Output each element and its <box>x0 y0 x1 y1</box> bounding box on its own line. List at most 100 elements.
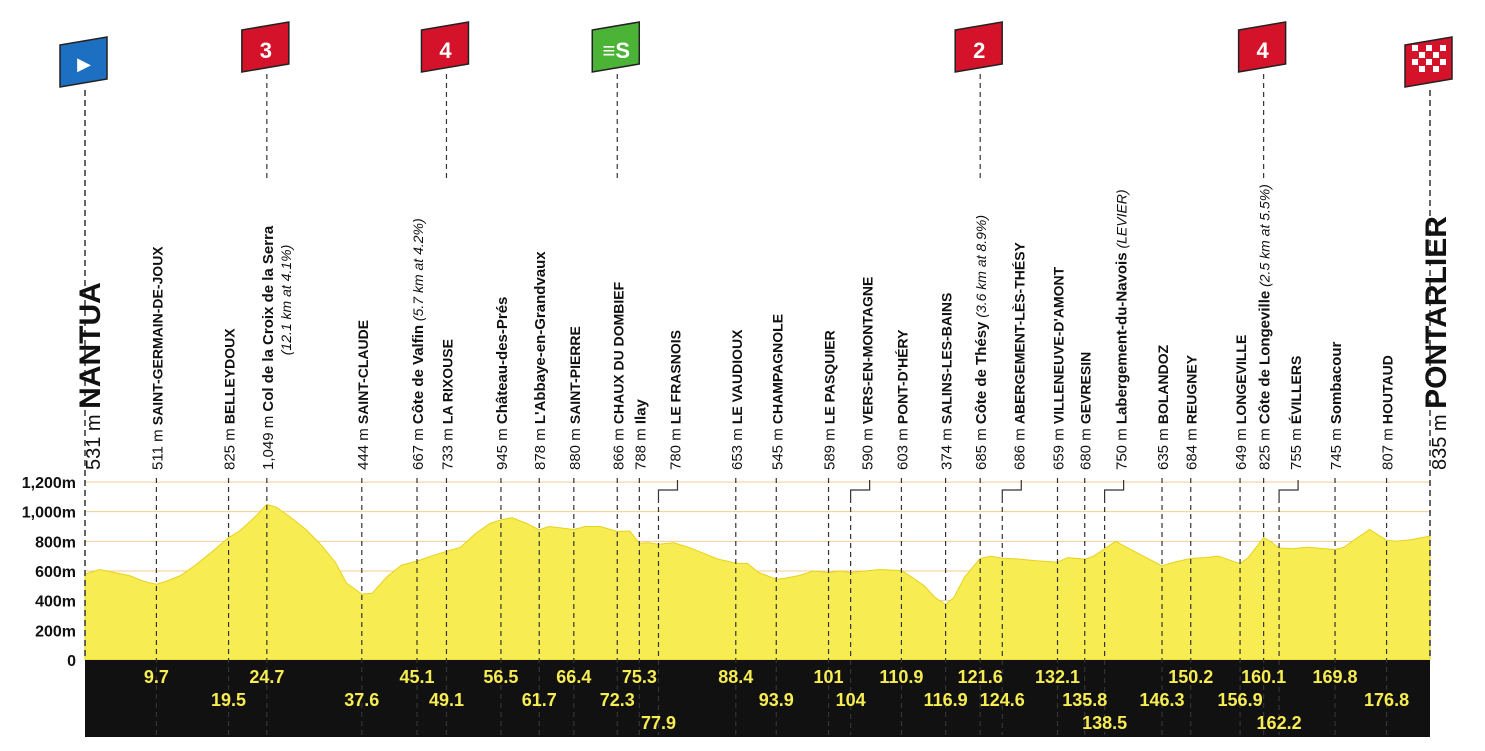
distance-label: 93.9 <box>759 690 794 710</box>
waypoint-name: LE FRASNOIS <box>667 330 683 424</box>
waypoint-elevation: 667 m <box>410 424 427 470</box>
waypoint-label: 825 m Côte de Longeville (2.5 km at 5.5%… <box>1257 184 1274 470</box>
waypoint-elevation: 686 m <box>1011 424 1028 470</box>
start-label: 531 m NANTUA <box>74 282 107 470</box>
checker-square <box>1440 59 1446 65</box>
waypoint-label: 1,049 m Col de la Croix de la Serra <box>260 225 277 470</box>
sprint-marker-shape <box>591 21 641 73</box>
distance-labels: 9.7 19.524.7 37.6 45.1 49.1 56.561.7 66.4 72.3 7… <box>144 667 1409 733</box>
climb-marker-label: 4 <box>439 38 452 63</box>
waypoint-name: VILLENEUVE-D'AMONT <box>1050 266 1066 424</box>
waypoint-label: 444 m SAINT-CLAUDE <box>355 320 372 470</box>
waypoint-label: 878 m L'Abbaye-en-Grandvaux <box>532 251 549 470</box>
waypoint-name: HOUTAUD <box>1380 355 1396 424</box>
waypoint-elevation: 684 m <box>1184 424 1201 470</box>
checker-square <box>1433 52 1439 58</box>
climb-marker-label: 2 <box>973 38 985 63</box>
waypoint-label: 684 m REUGNEY <box>1184 354 1201 470</box>
y-tick-label: 600m <box>35 564 76 581</box>
distance-label: 150.2 <box>1168 667 1213 687</box>
waypoint-label: 807 m HOUTAUD <box>1380 355 1397 470</box>
waypoint-label: 649 m LONGEVILLE <box>1233 335 1250 470</box>
waypoint-lines <box>155 478 1388 735</box>
y-tick-label: 0 <box>67 653 76 670</box>
waypoint-elevation: 945 m <box>494 424 511 470</box>
waypoint-name: Ilay <box>632 398 649 424</box>
waypoint-name: Côte de Valfin <box>410 325 427 424</box>
waypoint-label: 635 m BOLANDOZ <box>1155 344 1172 470</box>
climb-marker-shape <box>420 21 470 73</box>
distance-label: 56.5 <box>483 667 518 687</box>
waypoint-name: Château-des-Prés <box>494 297 511 425</box>
waypoint-label: 866 m CHAUX DU DOMBIEF <box>610 281 627 470</box>
waypoint-connector <box>1278 480 1299 498</box>
climb-marker: 4 <box>420 21 470 180</box>
distance-label: 9.7 <box>144 667 169 687</box>
waypoint-name: Sombacour <box>1328 341 1345 424</box>
finish-marker <box>1404 36 1453 88</box>
distance-label: 121.6 <box>958 667 1003 687</box>
distance-label: 61.7 <box>522 690 557 710</box>
y-tick-label: 1,200m <box>22 475 76 492</box>
waypoint-elevation: 635 m <box>1155 424 1172 470</box>
distance-band <box>85 660 1430 737</box>
distance-label: 24.7 <box>249 667 284 687</box>
waypoint-label: 685 m Côte de Thésy (3.6 km at 8.9%) <box>973 215 990 470</box>
distance-label: 45.1 <box>399 667 434 687</box>
sprint-marker-label: ≡S <box>603 38 631 63</box>
climb-marker: 4 <box>1237 21 1287 180</box>
distance-label: 138.5 <box>1082 713 1127 733</box>
y-tick-label: 400m <box>35 594 76 611</box>
waypoint-label: 667 m Côte de Valfin (5.7 km at 4.2%) <box>410 218 427 470</box>
waypoint-name: BELLEYDOUX <box>222 328 238 424</box>
finish-elevation: 835 m <box>1429 409 1451 470</box>
checker-square <box>1419 52 1425 58</box>
waypoint-label: 653 m LE VAUDIOUX <box>729 329 746 470</box>
start-finish-labels: 531 m NANTUA 835 m PONTARLIER <box>74 90 1453 660</box>
distance-label: 176.8 <box>1364 690 1409 710</box>
waypoint-label: 680 m GEVRESIN <box>1078 352 1095 470</box>
waypoint-label: 945 m Château-des-Prés <box>494 297 511 470</box>
waypoint-name: LA RIXOUSE <box>439 339 455 424</box>
waypoint-elevation: 750 m <box>1114 424 1131 470</box>
waypoint-elevation: 825 m <box>1257 424 1274 470</box>
distance-label: 66.4 <box>556 667 591 687</box>
waypoint-name: BOLANDOZ <box>1155 344 1171 424</box>
waypoint-name: CHAUX DU DOMBIEF <box>610 281 626 424</box>
waypoint-label: 590 m VERS-EN-MONTAGNE <box>860 277 877 470</box>
waypoint-elevation: 880 m <box>567 424 584 470</box>
climb-marker-shape <box>241 21 290 73</box>
distance-label: 116.9 <box>924 690 968 710</box>
distance-label: 75.3 <box>622 667 657 687</box>
waypoint-elevation: 755 m <box>1288 424 1305 470</box>
climb-marker-shape <box>954 21 1003 73</box>
y-tick-label: 1,000m <box>22 505 76 522</box>
checker-square <box>1426 45 1432 51</box>
waypoint-label: 745 m Sombacour <box>1328 341 1345 470</box>
waypoint-elevation: 545 m <box>769 424 786 470</box>
waypoint-elevation: 866 m <box>610 424 627 470</box>
waypoint-name: SAINT-PIERRE <box>567 326 583 424</box>
climb-details: (2.5 km at 5.5%) <box>1257 184 1273 291</box>
climb-details: (LEVIER) <box>1114 189 1130 252</box>
waypoint-name: Labergement-du-Navois <box>1114 252 1131 424</box>
waypoint-name: REUGNEY <box>1184 354 1200 424</box>
elevation-area <box>84 503 1431 661</box>
waypoint-name: LONGEVILLE <box>1233 335 1249 424</box>
waypoint-elevation: 680 m <box>1078 424 1095 470</box>
waypoint-elevation: 649 m <box>1233 424 1250 470</box>
waypoint-name: LE PASQUIER <box>822 330 838 424</box>
checker-square <box>1412 45 1418 51</box>
climb-marker-shape <box>1237 21 1287 73</box>
checker-square <box>1440 45 1446 51</box>
waypoint-connector <box>1104 480 1125 498</box>
climb-marker-label: 4 <box>1256 38 1269 63</box>
waypoint-name: GEVRESIN <box>1078 352 1094 424</box>
y-tick-label: 800m <box>35 534 76 551</box>
distance-label: 110.9 <box>879 667 923 687</box>
waypoint-elevation: 653 m <box>729 424 746 470</box>
waypoint-name: SAINT-CLAUDE <box>355 320 371 424</box>
distance-label: 135.8 <box>1062 690 1107 710</box>
distance-label: 162.2 <box>1257 713 1302 733</box>
climb-marker: 3 <box>241 21 290 180</box>
